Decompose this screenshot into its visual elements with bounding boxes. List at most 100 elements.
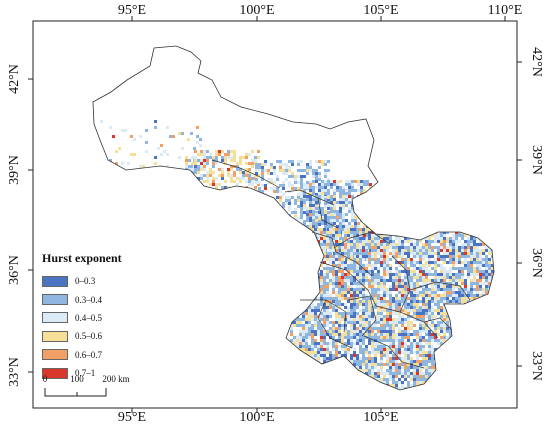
raster-pixel: [297, 169, 300, 172]
raster-pixel: [261, 208, 264, 211]
raster-pixel: [351, 219, 354, 222]
raster-pixel: [473, 294, 476, 297]
raster-pixel: [344, 348, 347, 351]
raster-pixel: [380, 378, 383, 381]
raster-pixel: [443, 336, 446, 339]
raster-pixel: [431, 384, 434, 387]
raster-pixel: [431, 324, 434, 327]
raster-pixel: [485, 363, 488, 366]
raster-pixel: [339, 207, 342, 210]
raster-pixel: [482, 237, 485, 240]
raster-pixel: [341, 261, 344, 264]
raster-pixel: [362, 315, 365, 318]
raster-pixel: [326, 237, 329, 240]
raster-pixel: [357, 201, 360, 204]
raster-pixel: [311, 345, 314, 348]
raster-pixel: [344, 366, 347, 369]
raster-pixel: [338, 375, 341, 378]
raster-pixel: [311, 297, 314, 300]
raster-pixel: [323, 387, 326, 390]
raster-pixel: [455, 351, 458, 354]
raster-pixel: [401, 342, 404, 345]
raster-pixel: [485, 321, 488, 324]
raster-pixel: [251, 183, 254, 186]
raster-pixel: [314, 339, 317, 342]
raster-pixel: [404, 357, 407, 360]
raster-pixel: [389, 258, 392, 261]
raster-pixel: [335, 390, 338, 393]
raster-pixel: [443, 339, 446, 342]
raster-pixel: [326, 243, 329, 246]
raster-pixel: [407, 381, 410, 384]
raster-pixel: [449, 246, 452, 249]
raster-pixel: [194, 171, 197, 174]
raster-pixel: [303, 183, 306, 186]
raster-pixel: [425, 351, 428, 354]
raster-pixel: [362, 390, 365, 393]
raster-pixel: [305, 348, 308, 351]
raster-pixel: [497, 246, 500, 249]
lat-label-33-left: 33°N: [7, 357, 22, 387]
raster-pixel: [290, 369, 293, 372]
raster-pixel: [464, 288, 467, 291]
raster-pixel: [440, 300, 443, 303]
raster-pixel: [368, 258, 371, 261]
raster-pixel: [371, 309, 374, 312]
raster-pixel: [335, 282, 338, 285]
raster-pixel: [482, 327, 485, 330]
raster-pixel: [491, 327, 494, 330]
raster-pixel: [467, 315, 470, 318]
raster-pixel: [425, 288, 428, 291]
raster-pixel: [401, 387, 404, 390]
raster-pixel: [368, 252, 371, 255]
raster-pixel: [389, 300, 392, 303]
raster-pixel: [309, 213, 312, 216]
raster-pixel: [363, 204, 366, 207]
raster-pixel: [320, 294, 323, 297]
raster-pixel: [482, 381, 485, 384]
raster-pixel: [482, 351, 485, 354]
raster-pixel: [324, 205, 327, 208]
raster-pixel: [335, 273, 338, 276]
raster-pixel: [365, 333, 368, 336]
raster-pixel: [362, 318, 365, 321]
raster-pixel: [314, 291, 317, 294]
raster-pixel: [314, 324, 317, 327]
raster-pixel: [154, 162, 157, 165]
raster-pixel: [296, 270, 299, 273]
raster-pixel: [296, 294, 299, 297]
raster-pixel: [452, 264, 455, 267]
raster-pixel: [443, 294, 446, 297]
raster-pixel: [309, 240, 312, 243]
raster-pixel: [482, 234, 485, 237]
raster-pixel: [320, 270, 323, 273]
raster-pixel: [374, 360, 377, 363]
raster-pixel: [329, 267, 332, 270]
raster-pixel: [491, 300, 494, 303]
raster-pixel: [294, 178, 297, 181]
raster-pixel: [452, 387, 455, 390]
raster-pixel: [293, 243, 296, 246]
raster-pixel: [440, 306, 443, 309]
raster-pixel: [383, 252, 386, 255]
raster-pixel: [497, 255, 500, 258]
raster-pixel: [320, 228, 323, 231]
raster-pixel: [434, 330, 437, 333]
raster-pixel: [296, 279, 299, 282]
raster-pixel: [440, 312, 443, 315]
raster-pixel: [323, 273, 326, 276]
raster-pixel: [356, 378, 359, 381]
raster-pixel: [413, 300, 416, 303]
raster-pixel: [422, 393, 425, 396]
raster-pixel: [374, 372, 377, 375]
raster-pixel: [362, 384, 365, 387]
raster-pixel: [365, 366, 368, 369]
raster-pixel: [386, 339, 389, 342]
raster-pixel: [422, 363, 425, 366]
raster-pixel: [215, 162, 218, 165]
raster-pixel: [221, 195, 224, 198]
raster-pixel: [326, 330, 329, 333]
raster-pixel: [365, 372, 368, 375]
raster-pixel: [324, 172, 327, 175]
raster-pixel: [419, 360, 422, 363]
